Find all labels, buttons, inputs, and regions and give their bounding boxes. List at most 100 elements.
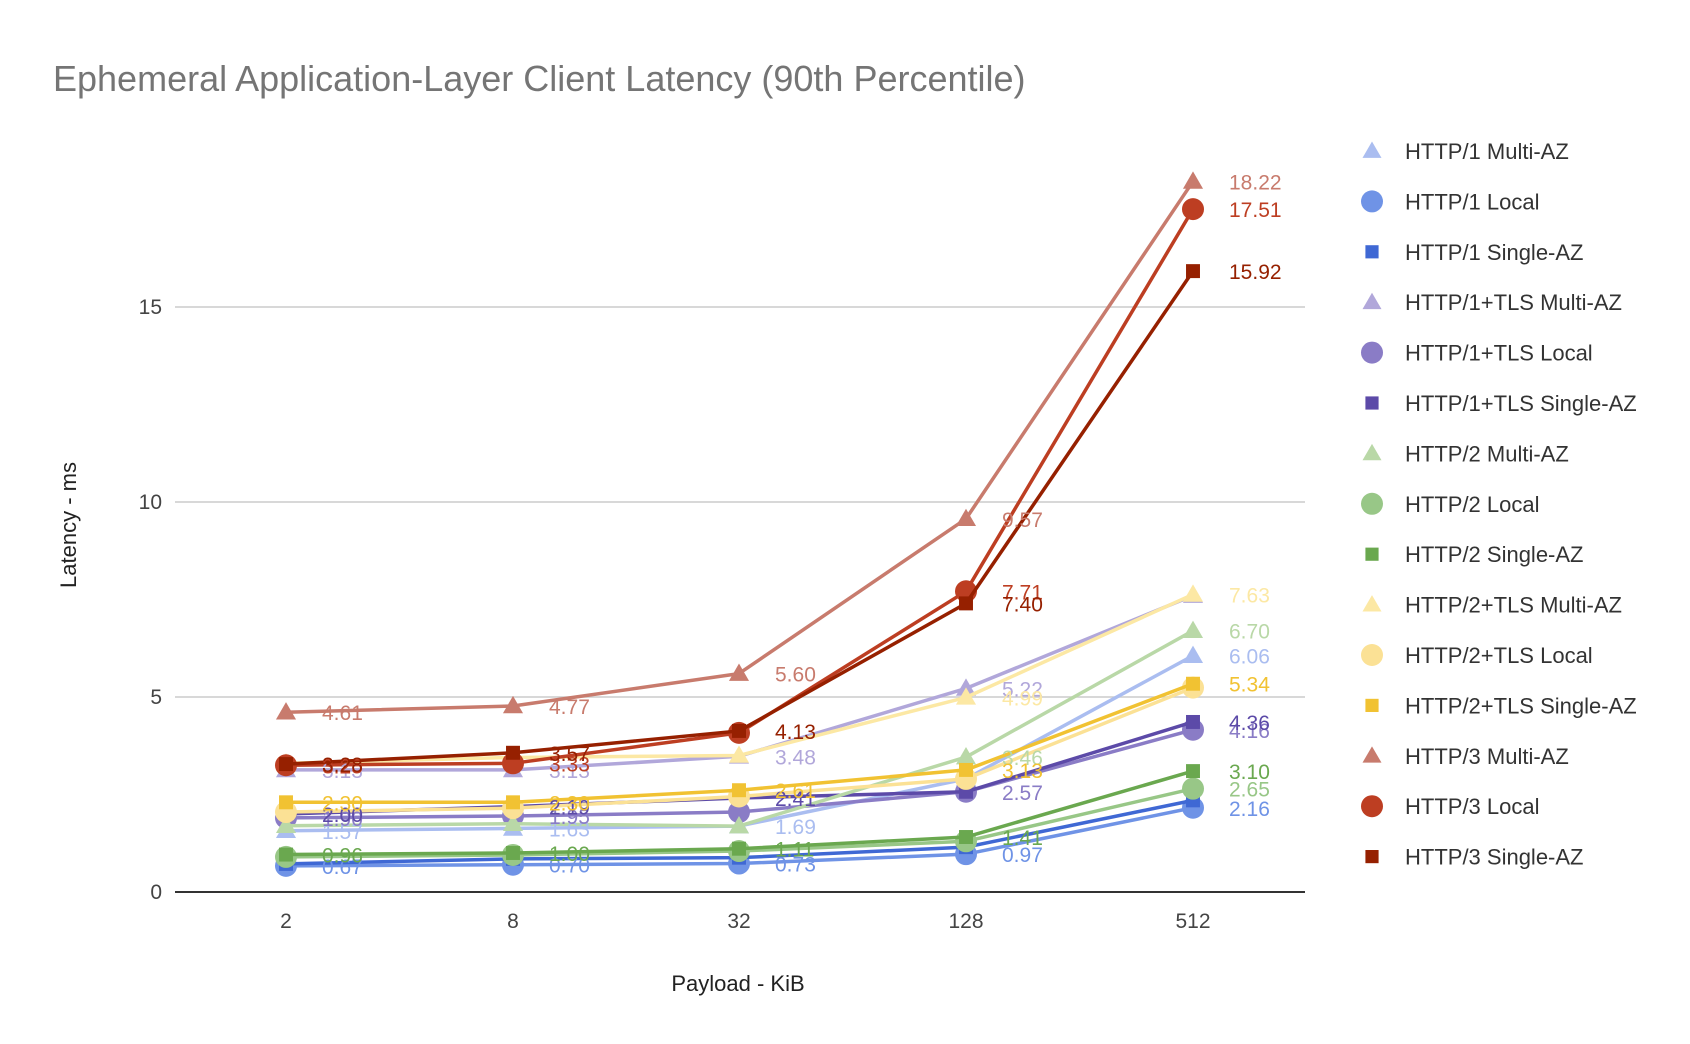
data-label: 6.06 (1229, 646, 1270, 669)
legend-item: HTTP/1 Multi-AZ (1362, 139, 1569, 164)
series-http-2-multi-az (275, 620, 1204, 834)
legend-item: HTTP/3 Local (1361, 794, 1540, 819)
data-label: 2.19 (549, 797, 590, 820)
legend-label: HTTP/2+TLS Single-AZ (1405, 693, 1637, 718)
data-label: 3.33 (549, 753, 590, 776)
data-point (955, 678, 977, 696)
data-point (955, 747, 977, 765)
data-point (728, 816, 750, 834)
data-point (502, 695, 524, 714)
legend-item: HTTP/1+TLS Multi-AZ (1362, 290, 1622, 315)
gridlines (175, 306, 1305, 698)
data-label: 2.57 (1002, 782, 1043, 805)
legend-label: HTTP/2+TLS Multi-AZ (1405, 593, 1622, 618)
legend-label: HTTP/1 Multi-AZ (1405, 139, 1569, 164)
y-axis-title: Latency - ms (56, 462, 81, 588)
data-point (959, 762, 973, 777)
circle-icon (1361, 644, 1383, 666)
data-label: 3.25 (322, 755, 363, 778)
square-icon (1365, 396, 1379, 410)
data-label: 3.13 (549, 760, 590, 783)
data-point (959, 596, 973, 611)
legend-item: HTTP/1 Local (1361, 189, 1540, 214)
data-label: 3.13 (1002, 760, 1043, 783)
circle-icon (1361, 190, 1383, 213)
data-label: 1.63 (549, 818, 590, 841)
x-tick-label: 2 (280, 910, 292, 933)
legend-item: HTTP/1 Single-AZ (1365, 240, 1584, 265)
square-icon (1365, 245, 1379, 259)
series-http-3-multi-az (275, 171, 1204, 720)
data-point (1182, 584, 1204, 602)
data-point (1186, 676, 1200, 691)
data-point (1182, 198, 1204, 221)
series-http-2-tls-single-az (279, 676, 1200, 810)
y-tick-label: 15 (139, 296, 162, 319)
legend-label: HTTP/3 Local (1405, 794, 1540, 819)
square-icon (1365, 850, 1379, 864)
legend-item: HTTP/2 Local (1361, 492, 1540, 517)
data-label: 0.67 (322, 856, 363, 879)
data-point (1186, 264, 1200, 279)
data-point (279, 847, 293, 862)
data-label: 2.61 (775, 780, 816, 803)
legend-label: HTTP/3 Single-AZ (1405, 845, 1584, 870)
data-point (275, 702, 297, 720)
triangle-icon (1362, 141, 1382, 158)
data-label: 18.22 (1229, 171, 1282, 194)
legend-label: HTTP/2 Local (1405, 492, 1540, 517)
data-label: 2.30 (322, 792, 363, 815)
circle-icon (1361, 341, 1383, 364)
data-point (1186, 764, 1200, 779)
data-label: 1.11 (775, 839, 814, 862)
x-tick-label: 128 (948, 910, 983, 933)
data-label: 17.51 (1229, 199, 1282, 222)
data-label: 5.34 (1229, 674, 1270, 697)
data-label: 9.57 (1002, 509, 1043, 532)
triangle-icon (1362, 595, 1382, 612)
axes: 0 5 10 15 2 8 32 128 512 (139, 296, 1305, 933)
data-label: 5.60 (775, 664, 816, 687)
y-tick-label: 5 (150, 686, 162, 709)
x-tick-label: 512 (1175, 910, 1210, 933)
x-axis-title: Payload - KiB (671, 971, 804, 996)
legend-label: HTTP/2+TLS Local (1405, 643, 1593, 668)
square-icon (1365, 547, 1379, 561)
data-label: 0.70 (549, 855, 590, 878)
data-point (1182, 620, 1204, 638)
x-tick-label: 8 (507, 910, 519, 933)
data-label: 2.16 (1229, 798, 1270, 821)
data-label: 5.22 (1002, 678, 1043, 701)
series-lines (275, 171, 1204, 877)
data-point (728, 745, 750, 763)
data-label: 0.96 (322, 845, 363, 868)
data-label: 4.16 (1229, 720, 1270, 743)
series-http-2-single-az (279, 764, 1200, 862)
y-tick-label: 0 (150, 881, 162, 904)
legend-item: HTTP/3 Multi-AZ (1362, 744, 1569, 769)
y-tick-label: 10 (139, 491, 162, 514)
data-label: 3.28 (322, 754, 363, 777)
chart-title: Ephemeral Application-Layer Client Laten… (53, 58, 1026, 99)
data-point (506, 795, 520, 810)
data-point (959, 830, 973, 844)
legend-label: HTTP/1 Single-AZ (1405, 240, 1584, 265)
legend-label: HTTP/3 Multi-AZ (1405, 744, 1569, 769)
legend-label: HTTP/2 Multi-AZ (1405, 441, 1569, 466)
data-label: 3.13 (322, 760, 363, 783)
data-label: 3.48 (775, 746, 816, 769)
legend-label: HTTP/1+TLS Single-AZ (1405, 391, 1637, 416)
data-label: 2.41 (775, 788, 816, 811)
legend-item: HTTP/1+TLS Local (1361, 341, 1593, 366)
series-line (285, 208, 1195, 767)
data-point (955, 508, 977, 527)
data-point (279, 795, 293, 810)
data-label: 7.40 (1002, 593, 1043, 616)
legend-item: HTTP/2 Single-AZ (1365, 542, 1584, 567)
data-point (728, 663, 750, 681)
data-point (1186, 714, 1200, 729)
triangle-icon (1362, 292, 1382, 310)
data-label: 1.95 (549, 806, 590, 829)
